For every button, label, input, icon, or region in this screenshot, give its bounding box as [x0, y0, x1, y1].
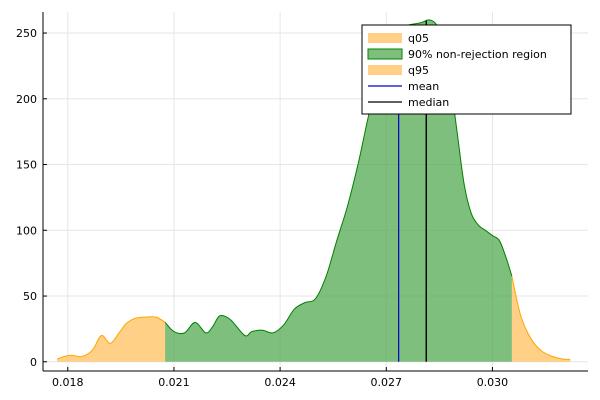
- legend-swatch-2: [368, 65, 402, 75]
- legend-label-1: 90% non-rejection region: [408, 48, 547, 61]
- y-tick-label-0: 0: [30, 356, 37, 369]
- q95-area-fill: [511, 276, 571, 362]
- axes: 0.018 0.021 0.024 0.027 0.030 0 50 100 150 200 250: [16, 12, 588, 389]
- legend-swatch-0: [368, 33, 402, 43]
- x-tick-label-2: 0.024: [264, 376, 296, 389]
- y-tick-label-4: 200: [16, 93, 37, 106]
- y-tick-label-5: 250: [16, 27, 37, 40]
- non-rejection-area-edge: [164, 19, 513, 337]
- legend-label-3: mean: [408, 80, 439, 93]
- legend-swatch-1: [367, 48, 403, 60]
- q05-area-fill: [57, 316, 166, 362]
- q05-area-edge: [56, 316, 166, 360]
- legend-label-0: q05: [408, 32, 429, 45]
- y-tick-label-2: 100: [16, 224, 37, 237]
- legend: q05 90% non-rejection region q95 mean median: [361, 24, 572, 115]
- q95-area-edge: [511, 276, 571, 360]
- x-tick-label-3: 0.027: [371, 376, 403, 389]
- x-tick-label-1: 0.021: [158, 376, 190, 389]
- legend-label-2: q95: [408, 64, 429, 77]
- x-tick-label-0: 0.018: [52, 376, 84, 389]
- legend-label-4: median: [408, 96, 449, 109]
- y-tick-label-1: 50: [23, 290, 37, 303]
- x-tick-label-4: 0.030: [477, 376, 509, 389]
- y-tick-label-3: 150: [16, 159, 37, 172]
